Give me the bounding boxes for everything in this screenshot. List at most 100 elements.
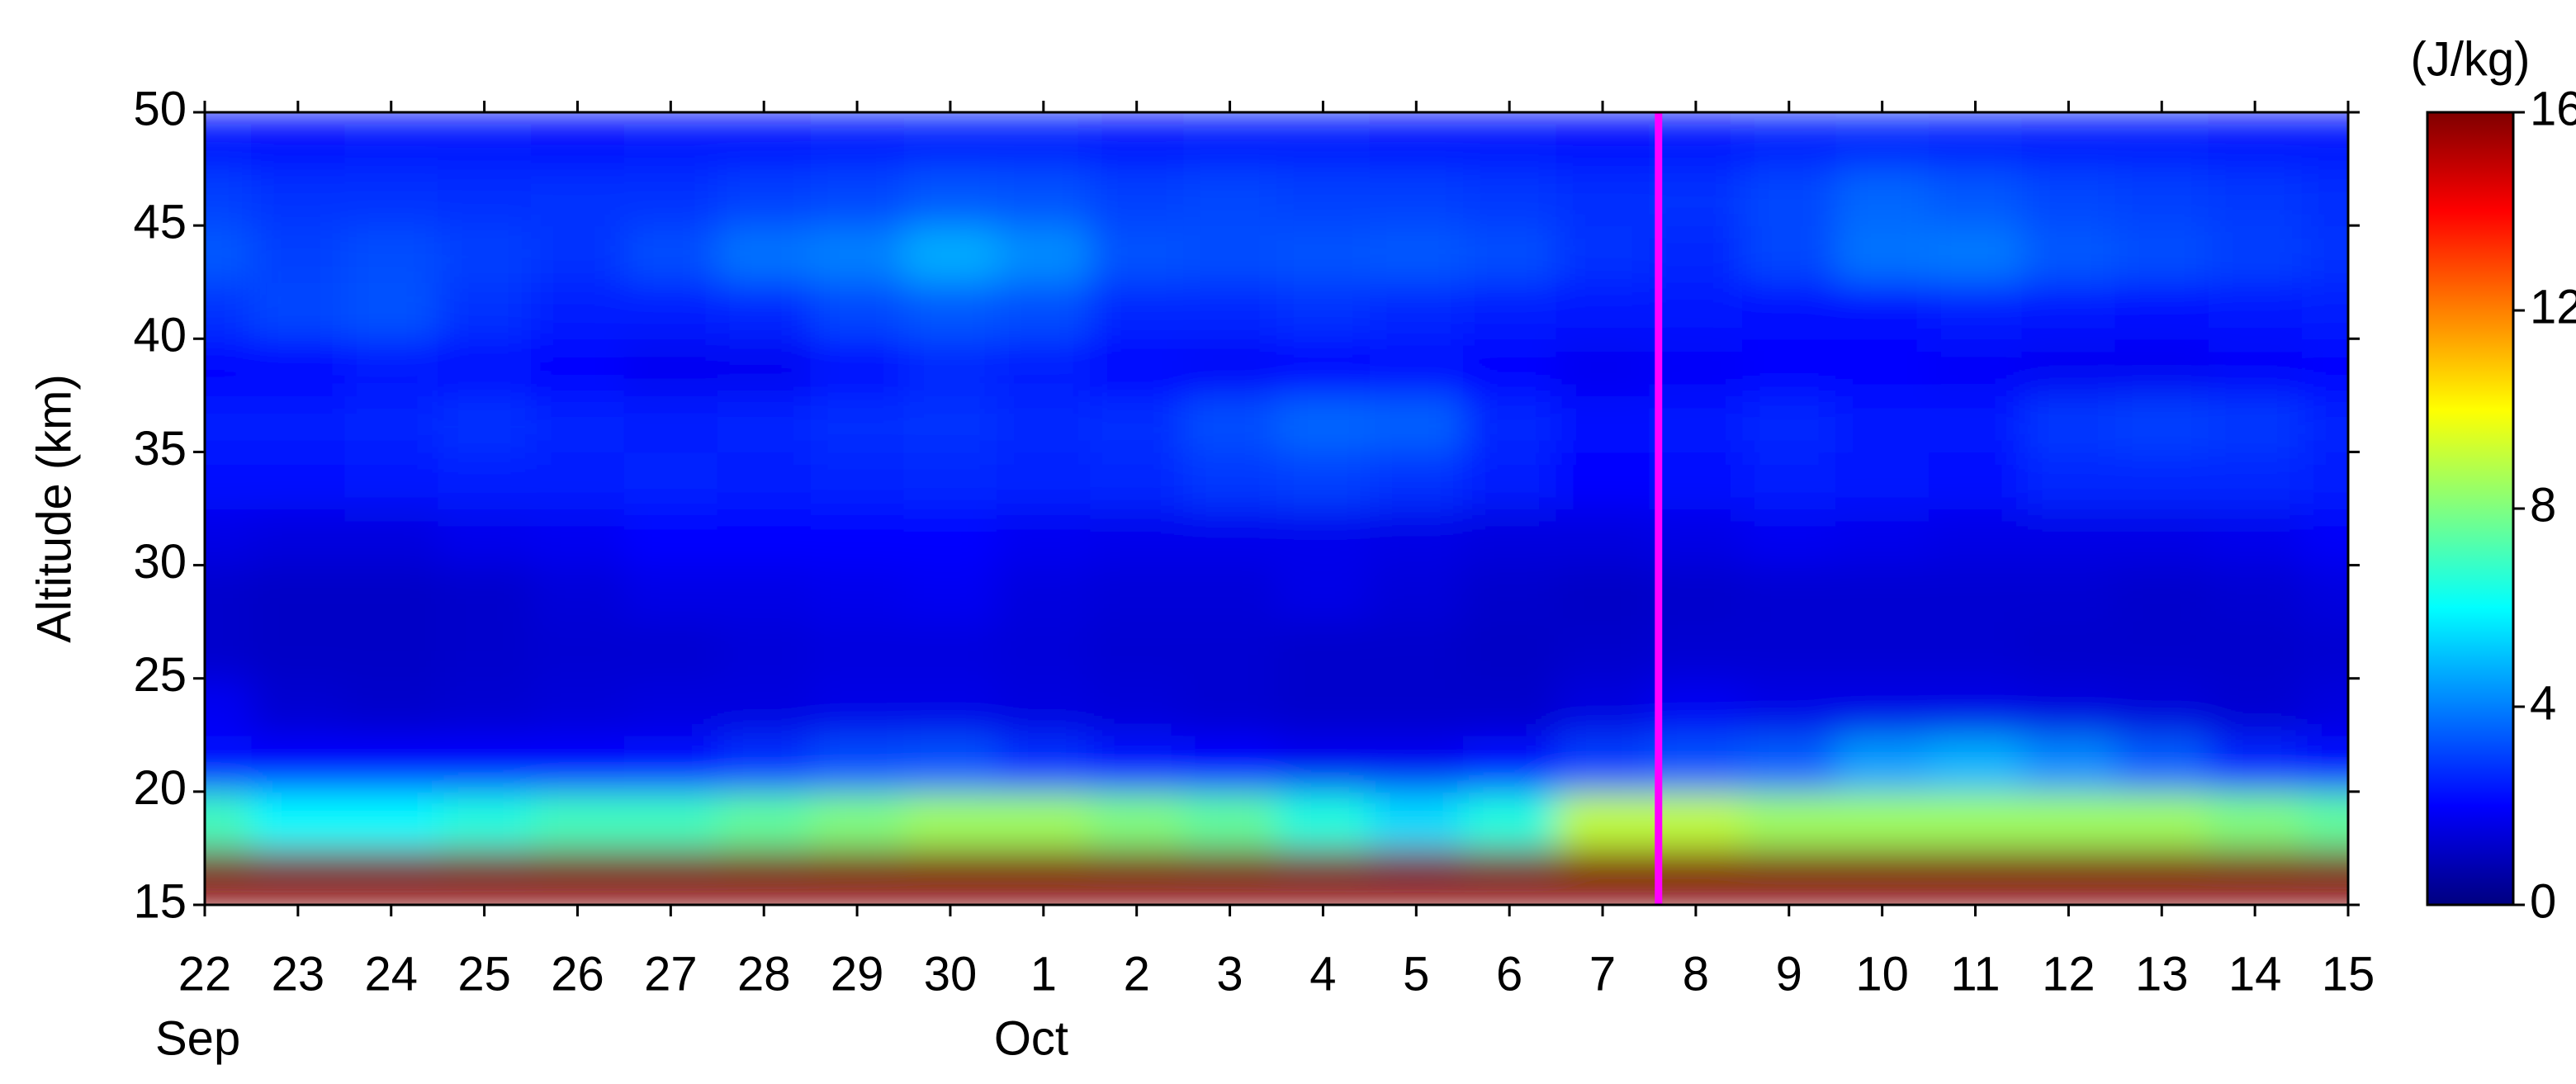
heatmap-cell [1276,282,1371,340]
heatmap-cell [438,282,533,340]
heatmap-cell [1649,395,1744,453]
heatmap-cell [1929,282,2023,340]
heatmap-cell [1276,735,1371,793]
heatmap-cell [1929,565,2023,623]
heatmap-cell [2021,112,2116,170]
colorbar-tick-label: 4 [2530,676,2556,730]
heatmap-cell [810,848,905,905]
heatmap-cell [438,168,533,227]
heatmap-cell [1649,338,1744,396]
heatmap-cell [2114,282,2209,340]
heatmap-cell [1369,622,1464,679]
heatmap-cell [1835,622,1930,679]
heatmap-cell [205,112,253,170]
heatmap-cell [1090,565,1185,623]
heatmap-cell [1462,225,1557,283]
heatmap-cell [1183,791,1277,850]
heatmap-cell [717,282,812,340]
heatmap-cell [2301,678,2348,736]
heatmap-cell [2208,452,2303,509]
heatmap-cell [997,848,1091,905]
heatmap-cell [997,282,1091,340]
heatmap-cell [1462,791,1557,850]
heatmap-cell [1556,735,1650,793]
heatmap-cell [717,509,812,566]
heatmap-cell [717,848,812,905]
heatmap-cell [2301,565,2348,623]
heatmap-cell [438,452,533,509]
heatmap-cell [2021,509,2116,566]
heatmap-cell [1835,678,1930,736]
heatmap-cell [438,848,533,905]
heatmap-cell [623,848,718,905]
heatmap-cell [2021,622,2116,679]
heatmap-cell [1462,622,1557,679]
y-axis-label: Altitude (km) [27,374,81,643]
heatmap-cell [251,565,346,623]
heatmap-cell [344,622,439,679]
heatmap-cell [1183,678,1277,736]
heatmap-cell [1369,112,1464,170]
heatmap-cell [1276,338,1371,396]
heatmap-cell [2021,735,2116,793]
heatmap-cell [2301,452,2348,509]
heatmap-cell [1556,395,1650,453]
heatmap-cell [1929,168,2023,227]
heatmap-cell [1742,338,1837,396]
heatmap-cell [205,282,253,340]
heatmap-cell [531,622,625,679]
heatmap-cell [717,622,812,679]
heatmap-cell [623,678,718,736]
heatmap-cell [1369,225,1464,283]
heatmap-cell [1649,168,1744,227]
heatmap-cell [1742,168,1837,227]
heatmap-cell [2301,509,2348,566]
x-tick-label: 5 [1403,947,1429,1001]
heatmap-cell [623,509,718,566]
heatmap-cell [2301,395,2348,453]
heatmap-cell [1462,509,1557,566]
heatmap-cell [438,338,533,396]
heatmap-cell [438,678,533,736]
heatmap-cell [1556,848,1650,905]
heatmap-cell [1462,565,1557,623]
heatmap-cell [1369,735,1464,793]
x-tick-label: 4 [1309,947,1336,1001]
heatmap-cell [997,565,1091,623]
heatmap-cell [2301,282,2348,340]
heatmap-cell [903,168,998,227]
heatmap-cell [344,509,439,566]
heatmap-cell [2301,622,2348,679]
month-label: Sep [155,1011,240,1065]
heatmap-cell [1929,452,2023,509]
heatmap-cell [903,509,998,566]
heatmap-cell [903,622,998,679]
x-tick-label: 27 [644,947,698,1001]
heatmap-cell [1649,282,1744,340]
heatmap-cell [2114,395,2209,453]
heatmap-cell [1742,395,1837,453]
heatmap-cell [903,282,998,340]
heatmap-cell [205,168,253,227]
heatmap-cell [1369,565,1464,623]
heatmap-cell [1462,168,1557,227]
heatmap-cell [438,112,533,170]
heatmap-cell [1649,735,1744,793]
heatmap-cell [251,168,346,227]
heatmap-cell [1090,112,1185,170]
x-tick-label: 1 [1030,947,1057,1001]
heatmap-cell [205,622,253,679]
heatmap-cell [2114,735,2209,793]
heatmap-cell [810,735,905,793]
heatmap-cell [810,509,905,566]
heatmap-cell [2301,791,2348,850]
heatmap-cell [997,452,1091,509]
heatmap-cell [903,225,998,283]
heatmap-cell [251,791,346,850]
heatmap-cell [1835,282,1930,340]
heatmap-cell [997,395,1091,453]
heatmap-cell [531,338,625,396]
heatmap-cell [623,282,718,340]
heatmap-cell [2114,622,2209,679]
